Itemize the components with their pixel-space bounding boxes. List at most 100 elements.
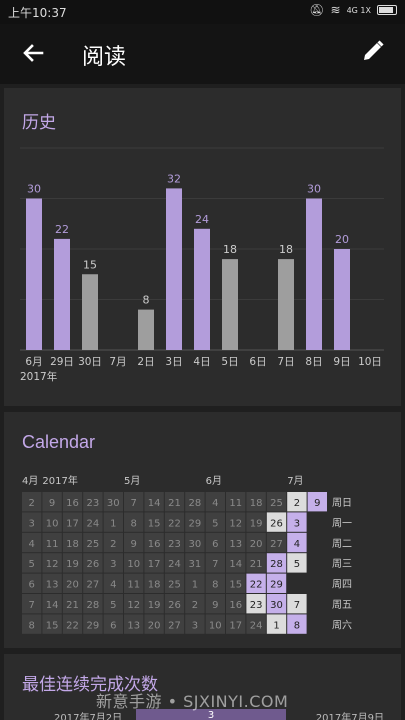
bar-30日[interactable] (82, 274, 98, 350)
bar-3日[interactable] (166, 188, 182, 350)
calendar-cell[interactable] (83, 553, 103, 573)
calendar-cell[interactable] (22, 492, 42, 512)
calendar-cell[interactable] (287, 614, 307, 634)
calendar-cell[interactable] (185, 553, 205, 573)
calendar-cell[interactable] (226, 614, 246, 634)
calendar-cell[interactable] (124, 594, 144, 614)
calendar-cell[interactable] (42, 512, 62, 532)
calendar-cell[interactable] (246, 573, 266, 593)
calendar-cell[interactable] (287, 594, 307, 614)
bar-6月[interactable] (26, 198, 42, 351)
calendar-cell[interactable] (164, 532, 185, 553)
calendar-cell[interactable] (226, 512, 246, 532)
calendar-cell[interactable] (124, 492, 144, 512)
calendar-cell[interactable] (266, 492, 287, 512)
calendar-cell[interactable] (22, 532, 42, 553)
calendar-cell[interactable] (42, 532, 62, 553)
calendar-cell[interactable] (62, 512, 83, 532)
calendar-cell[interactable] (62, 553, 83, 573)
calendar-cell[interactable] (62, 594, 83, 614)
calendar-cell[interactable] (103, 492, 123, 512)
calendar-cell[interactable] (266, 594, 287, 614)
calendar-cell[interactable] (144, 594, 164, 614)
calendar-cell[interactable] (307, 492, 327, 512)
calendar-cell[interactable] (246, 614, 266, 634)
calendar-cell[interactable] (185, 532, 205, 553)
calendar-cell[interactable] (164, 573, 185, 593)
calendar-cell[interactable] (103, 573, 123, 593)
calendar-cell[interactable] (246, 492, 266, 512)
calendar-cell[interactable] (266, 553, 287, 573)
calendar-cell[interactable] (164, 594, 185, 614)
calendar-cell[interactable] (205, 594, 225, 614)
calendar-cell[interactable] (124, 532, 144, 553)
calendar-cell[interactable] (266, 573, 287, 593)
calendar-cell[interactable] (42, 573, 62, 593)
calendar-cell[interactable] (103, 512, 123, 532)
calendar-cell[interactable] (144, 492, 164, 512)
calendar-cell[interactable] (205, 532, 225, 553)
bar-29日[interactable] (54, 238, 70, 350)
calendar-cell[interactable] (164, 512, 185, 532)
calendar-cell[interactable] (185, 512, 205, 532)
calendar-cell[interactable] (62, 492, 83, 512)
calendar-cell[interactable] (287, 532, 307, 553)
back-arrow-icon[interactable] (18, 38, 48, 68)
calendar-cell[interactable] (103, 532, 123, 553)
calendar-cell[interactable] (83, 512, 103, 532)
calendar-cell[interactable] (266, 614, 287, 634)
calendar-cell[interactable] (83, 532, 103, 553)
calendar-cell[interactable] (103, 553, 123, 573)
calendar-cell[interactable] (205, 553, 225, 573)
calendar-cell[interactable] (144, 573, 164, 593)
calendar-cell[interactable] (226, 553, 246, 573)
calendar-cell[interactable] (83, 614, 103, 634)
calendar-cell[interactable] (124, 573, 144, 593)
calendar-cell[interactable] (42, 492, 62, 512)
calendar-cell[interactable] (205, 614, 225, 634)
calendar-cell[interactable] (226, 492, 246, 512)
edit-pencil-icon[interactable] (357, 37, 389, 69)
calendar-cell[interactable] (124, 553, 144, 573)
calendar-cell[interactable] (205, 573, 225, 593)
calendar-cell[interactable] (103, 594, 123, 614)
calendar-cell[interactable] (287, 553, 307, 573)
calendar-cell[interactable] (246, 553, 266, 573)
calendar-cell[interactable] (22, 512, 42, 532)
bar-8日[interactable] (306, 198, 322, 351)
calendar-cell[interactable] (22, 594, 42, 614)
calendar-cell[interactable] (185, 492, 205, 512)
calendar-cell[interactable] (103, 614, 123, 634)
calendar-cell[interactable] (287, 512, 307, 532)
calendar-cell[interactable] (266, 532, 287, 553)
calendar-cell[interactable] (246, 532, 266, 553)
calendar-cell[interactable] (22, 614, 42, 634)
calendar-cell[interactable] (164, 492, 185, 512)
calendar-cell[interactable] (144, 532, 164, 553)
calendar-cell[interactable] (42, 594, 62, 614)
bar-9日[interactable] (334, 249, 350, 350)
bar-5日[interactable] (222, 259, 238, 350)
calendar-cell[interactable] (144, 553, 164, 573)
calendar-cell[interactable] (266, 512, 287, 532)
calendar-cell[interactable] (83, 573, 103, 593)
calendar-cell[interactable] (246, 512, 266, 532)
calendar-cell[interactable] (185, 573, 205, 593)
calendar-cell[interactable] (42, 553, 62, 573)
bar-4日[interactable] (194, 228, 210, 350)
calendar-cell[interactable] (124, 614, 144, 634)
bar-2日[interactable] (138, 309, 154, 350)
calendar-cell[interactable] (144, 614, 164, 634)
calendar-cell[interactable] (83, 492, 103, 512)
calendar-cell[interactable] (226, 573, 246, 593)
calendar-cell[interactable] (22, 553, 42, 573)
calendar-cell[interactable] (62, 614, 83, 634)
calendar-cell[interactable] (226, 532, 246, 553)
calendar-cell[interactable] (287, 492, 307, 512)
calendar-cell[interactable] (22, 573, 42, 593)
calendar-cell[interactable] (205, 512, 225, 532)
bar-7日[interactable] (278, 259, 294, 350)
calendar-cell[interactable] (124, 512, 144, 532)
calendar-cell[interactable] (164, 553, 185, 573)
calendar-cell[interactable] (164, 614, 185, 634)
